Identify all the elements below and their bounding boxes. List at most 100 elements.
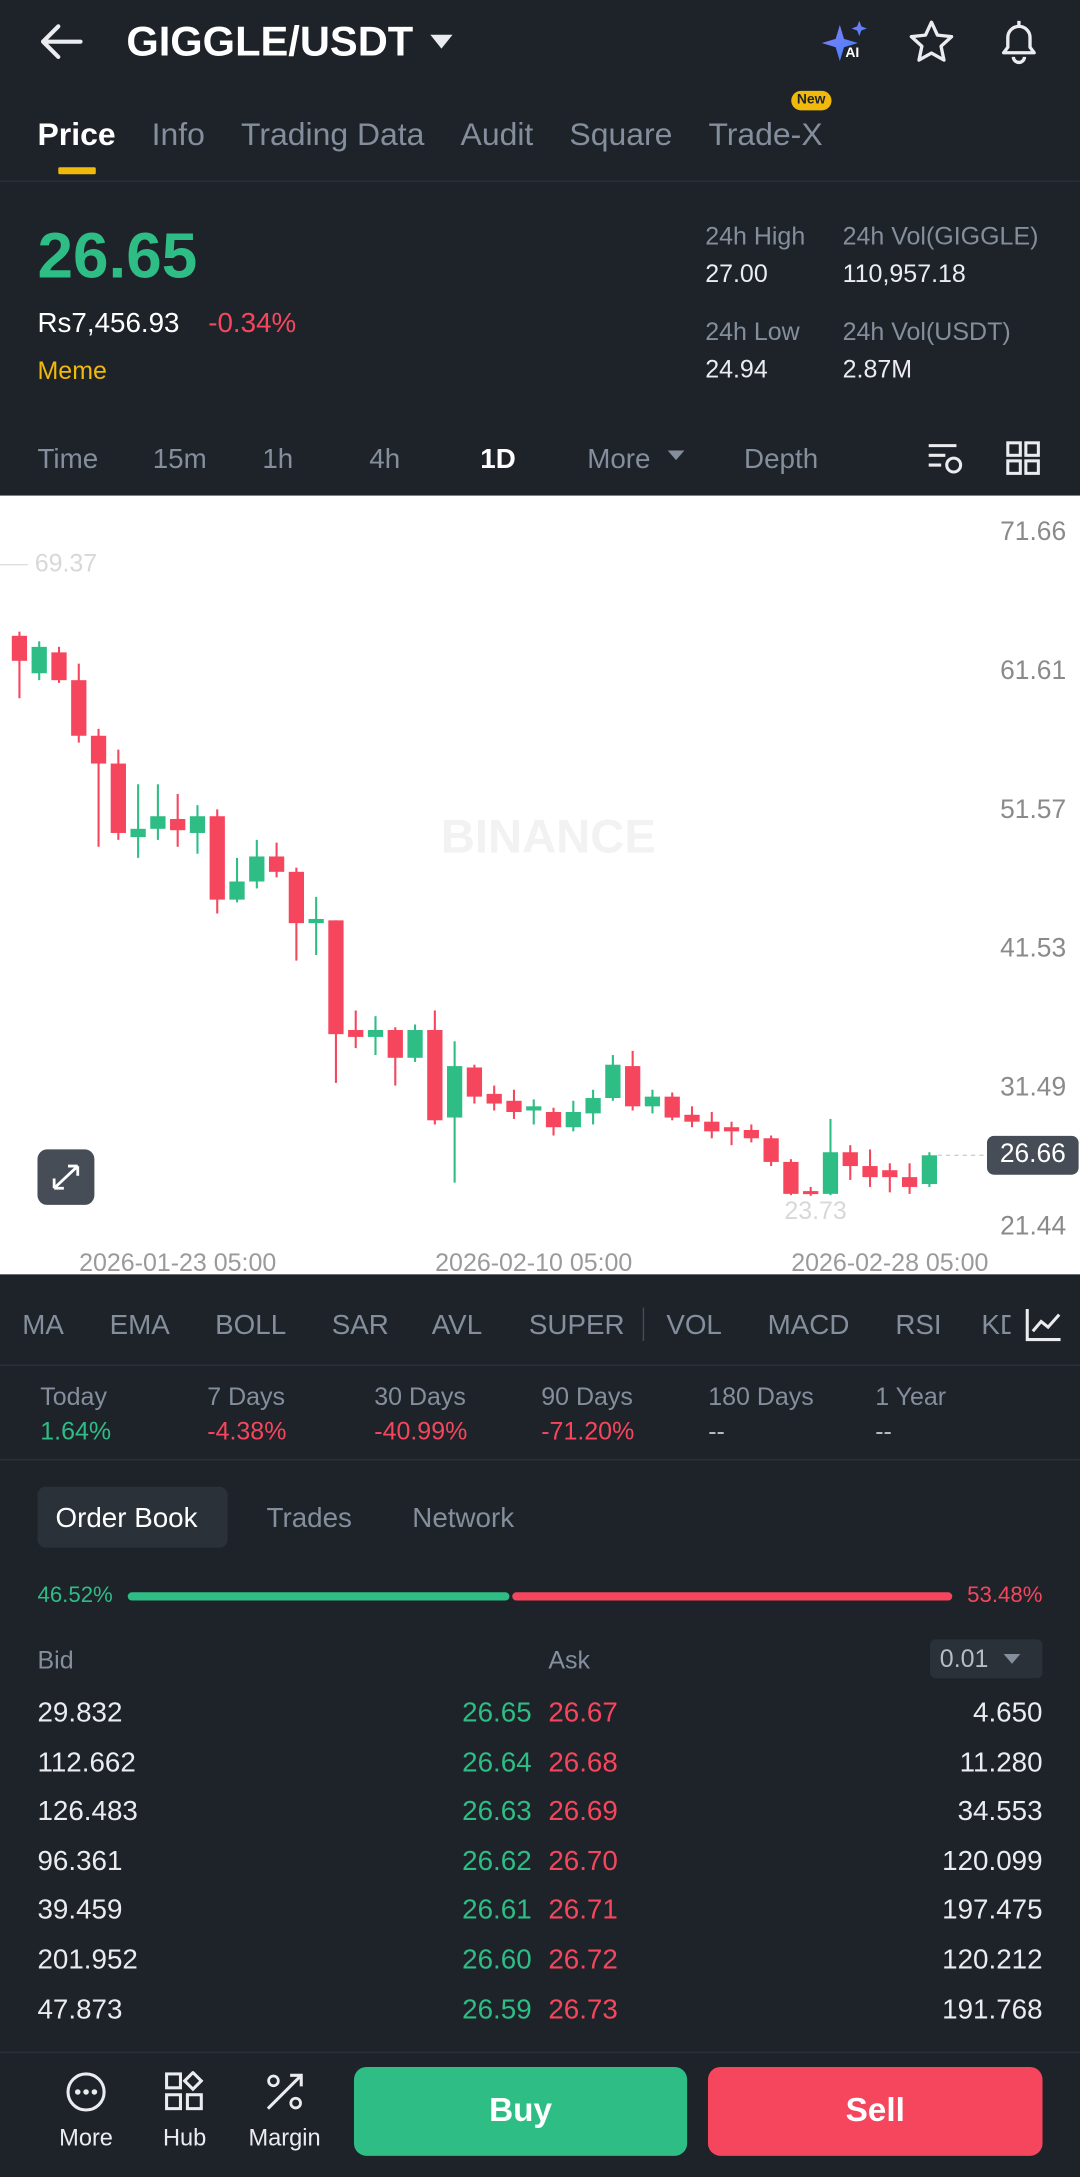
indicator[interactable]: EMA: [109, 1310, 170, 1341]
candle-body: [684, 1114, 700, 1122]
candle-body: [842, 1152, 858, 1167]
chart-settings[interactable]: [926, 439, 965, 478]
layout-button[interactable]: [1005, 440, 1041, 476]
book-tab[interactable]: Order Book: [55, 1503, 198, 1534]
bid-quantity: 96.361: [37, 1845, 123, 1877]
nav-label[interactable]: More: [59, 2124, 113, 2151]
indicator[interactable]: AVL: [431, 1310, 483, 1341]
stat-value: 2.87M: [842, 355, 913, 384]
bid-price: 26.64: [462, 1747, 532, 1778]
alert-button[interactable]: [995, 18, 1042, 65]
margin-icon[interactable]: [264, 2071, 306, 2113]
book-tab[interactable]: Trades: [266, 1503, 352, 1534]
interval[interactable]: 4h: [369, 444, 401, 475]
period-change: --: [875, 1417, 892, 1446]
candle-body: [189, 816, 206, 833]
interval[interactable]: More: [587, 444, 651, 475]
candle-body: [110, 763, 126, 833]
indicator[interactable]: RSI: [895, 1310, 942, 1341]
stat-label: 24h High: [705, 222, 806, 250]
interval[interactable]: Time: [37, 444, 99, 475]
stat-label: 24h Low: [705, 317, 800, 346]
tab[interactable]: Square: [569, 115, 673, 153]
divider: [0, 1458, 1080, 1461]
pair-dropdown[interactable]: [429, 33, 454, 50]
bid-price: 26.65: [462, 1697, 532, 1729]
interval[interactable]: 15m: [152, 444, 207, 475]
indicator[interactable]: MA: [22, 1310, 64, 1341]
low-marker: 23.73: [784, 1197, 846, 1225]
candle-body: [664, 1096, 680, 1118]
bid-price: 26.59: [462, 1994, 532, 2025]
precision-dropdown[interactable]: 0.01: [930, 1639, 1043, 1679]
y-tick-label: 71.66: [1000, 516, 1066, 546]
fiat-price: Rs7,456.93: [37, 308, 180, 339]
ask-quantity: 120.099: [942, 1845, 1043, 1877]
tab[interactable]: Price: [37, 118, 116, 175]
ai-icon: [821, 20, 867, 62]
ask-price: 26.70: [548, 1845, 618, 1877]
hub-icon[interactable]: [164, 2071, 206, 2113]
back-button[interactable]: [39, 22, 83, 61]
candle-body: [704, 1121, 720, 1132]
tab[interactable]: Trading Data: [241, 115, 425, 153]
stat-label: 24h Vol(USDT): [842, 317, 1011, 346]
x-tick-label: 2026-02-10 05:00: [435, 1249, 632, 1274]
interval[interactable]: 1h: [262, 444, 294, 475]
fullscreen-button[interactable]: [37, 1149, 95, 1205]
bid-quantity: 39.459: [37, 1895, 123, 1926]
divider: [0, 180, 1080, 182]
tag[interactable]: Meme: [37, 356, 107, 385]
more-icon[interactable]: [65, 2071, 107, 2113]
indicator[interactable]: MACD: [767, 1310, 850, 1341]
bid-header: Bid: [37, 1646, 74, 1675]
candle-body: [605, 1064, 621, 1099]
nav-label[interactable]: Hub: [162, 2124, 207, 2151]
ask-quantity: 4.650: [973, 1697, 1043, 1729]
candle-body: [862, 1166, 878, 1178]
period-label: 1 Year: [875, 1382, 947, 1411]
indicator-settings[interactable]: [1024, 1306, 1063, 1342]
pair-title[interactable]: GIGGLE/USDT: [126, 19, 414, 66]
candle-body: [249, 856, 265, 882]
indicator[interactable]: BOLL: [215, 1310, 287, 1341]
indicator[interactable]: SUPER: [528, 1310, 625, 1341]
candle-body: [644, 1096, 661, 1107]
candle-body: [526, 1106, 542, 1111]
ask-price: 26.69: [548, 1796, 618, 1828]
tab-pill: [37, 1486, 228, 1548]
ask-price: 26.72: [548, 1944, 618, 1976]
sell-button[interactable]: Sell: [707, 2066, 1043, 2156]
ai-badge: AI: [845, 45, 860, 62]
interval[interactable]: Depth: [744, 444, 819, 475]
candle-body: [763, 1138, 779, 1162]
nav-label[interactable]: Margin: [248, 2124, 321, 2151]
candle-body: [486, 1093, 502, 1104]
indicator[interactable]: VOL: [666, 1310, 722, 1341]
candle-body: [11, 635, 28, 661]
period-label: 90 Days: [541, 1382, 633, 1411]
ai-button[interactable]: AI: [821, 19, 869, 66]
candle-body: [150, 816, 166, 829]
candle-body: [783, 1161, 799, 1194]
tab[interactable]: Audit: [460, 115, 534, 153]
candle-body: [882, 1170, 898, 1178]
favorite-button[interactable]: [908, 19, 955, 63]
book-tab[interactable]: Network: [412, 1503, 515, 1534]
tab[interactable]: Info: [151, 115, 205, 153]
tab[interactable]: Trade-X New: [708, 90, 831, 151]
precision-label: 0.01: [939, 1644, 989, 1673]
buy-button[interactable]: Buy: [353, 2066, 688, 2156]
last-price-label: 26.66: [1000, 1138, 1066, 1168]
interval[interactable]: 1D: [480, 444, 516, 475]
fullscreen-icon: [52, 1164, 80, 1190]
sell-label: Sell: [845, 2091, 905, 2130]
bid-ratio-bar: [127, 1592, 510, 1601]
bid-quantity: 29.832: [37, 1697, 123, 1729]
indicator[interactable]: SAR: [331, 1310, 389, 1341]
bid-quantity: 126.483: [37, 1796, 138, 1828]
candle-body: [71, 680, 87, 736]
period-change: 1.64%: [40, 1417, 112, 1446]
ask-header: Ask: [548, 1646, 590, 1675]
